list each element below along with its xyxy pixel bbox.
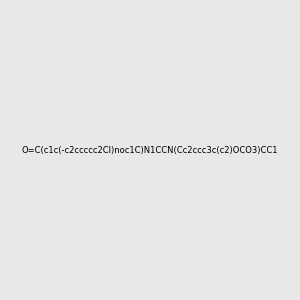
Text: O=C(c1c(-c2ccccc2Cl)noc1C)N1CCN(Cc2ccc3c(c2)OCO3)CC1: O=C(c1c(-c2ccccc2Cl)noc1C)N1CCN(Cc2ccc3c… — [22, 146, 278, 154]
